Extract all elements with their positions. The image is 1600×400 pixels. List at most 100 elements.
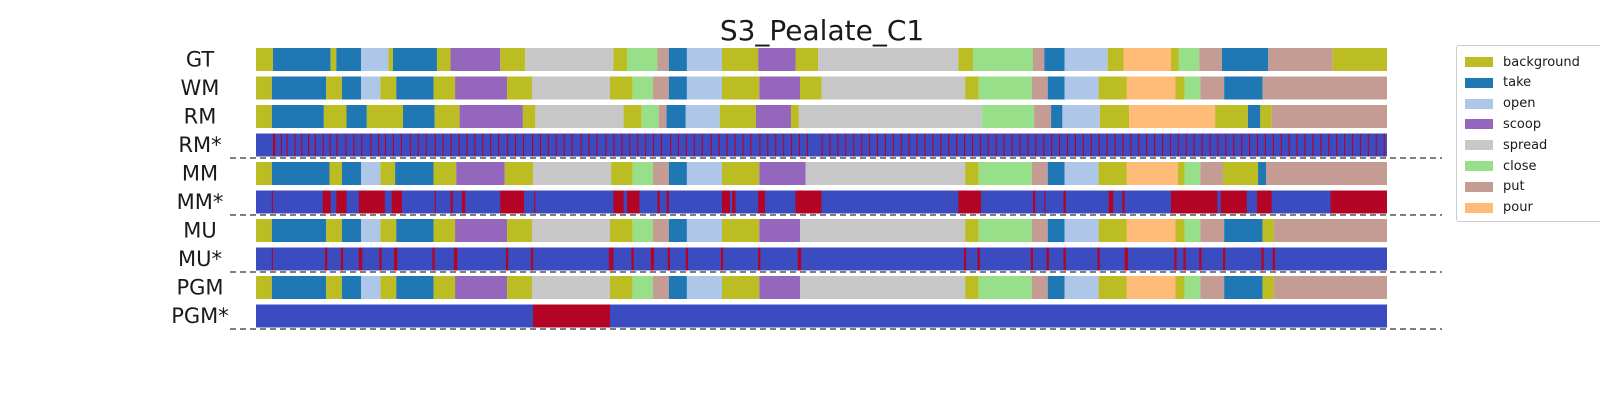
error-segment: [539, 133, 542, 157]
segment-pour: [1129, 105, 1216, 128]
error-segment: [391, 190, 402, 214]
error-segment: [1328, 133, 1330, 157]
error-segment: [358, 190, 385, 214]
error-segment: [450, 133, 452, 157]
error-segment: [442, 133, 444, 157]
error-segment: [1272, 133, 1274, 157]
error-segment: [530, 247, 534, 271]
row-rm-star: RM*: [178, 133, 1442, 159]
error-segment: [884, 133, 886, 157]
error-segment: [1185, 133, 1187, 157]
segment-scoop: [759, 219, 801, 242]
error-segment: [908, 133, 910, 157]
segment-put: [1032, 48, 1045, 71]
segment-background: [433, 76, 456, 100]
error-segment: [977, 247, 980, 271]
error-segment: [1146, 133, 1148, 157]
error-segment: [378, 133, 380, 157]
error-segment: [631, 247, 634, 271]
segment-close: [973, 48, 1033, 71]
error-segment: [932, 133, 934, 157]
segment-background: [380, 219, 397, 242]
segment-background: [256, 105, 272, 128]
segment-background: [256, 76, 272, 100]
error-segment: [1312, 133, 1314, 157]
segment-background: [326, 276, 342, 299]
error-segment: [271, 190, 273, 214]
segment-open: [1064, 219, 1099, 242]
segment-put: [652, 76, 669, 100]
segment-close: [632, 76, 653, 100]
row-mm-star: MM*: [177, 190, 1442, 216]
legend-label: spread: [1503, 137, 1548, 153]
error-segment: [645, 133, 647, 157]
error-segment: [869, 133, 871, 157]
legend-swatch: [1465, 98, 1493, 109]
error-segment: [1106, 133, 1108, 157]
legend-item-background: background: [1465, 53, 1580, 71]
segment-put: [1034, 105, 1052, 128]
error-segment: [900, 133, 902, 157]
segment-open: [1064, 48, 1108, 71]
segment-take: [403, 105, 435, 128]
legend-label: pour: [1503, 200, 1533, 216]
error-segment: [837, 133, 839, 157]
error-segment: [758, 247, 761, 271]
error-segment: [1011, 133, 1013, 157]
segment-open: [1064, 276, 1099, 299]
error-segment: [1296, 133, 1298, 157]
error-segment: [301, 133, 303, 157]
segment-close: [1184, 162, 1201, 185]
segment-background: [366, 105, 404, 128]
error-segment: [409, 133, 411, 157]
error-segment: [652, 133, 655, 157]
segment-spread: [800, 276, 966, 299]
segment-background: [958, 48, 974, 71]
segment-background: [256, 48, 273, 71]
error-segment: [1336, 133, 1338, 157]
segment-background: [500, 48, 526, 71]
segment-background: [433, 219, 456, 242]
error-segment: [750, 133, 752, 157]
error-segment: [1098, 133, 1100, 157]
segment-background: [965, 276, 979, 299]
error-segment: [1220, 190, 1247, 214]
segment-background: [1170, 48, 1179, 71]
legend-swatch: [1465, 202, 1493, 213]
error-segment: [629, 133, 631, 157]
error-segment: [1161, 133, 1164, 157]
error-segment: [534, 190, 536, 214]
error-segment: [1063, 190, 1066, 214]
segment-take: [396, 76, 434, 100]
error-segment: [1330, 190, 1333, 214]
error-segment: [720, 247, 724, 271]
segment-background: [256, 162, 272, 185]
error-segment: [280, 133, 283, 157]
error-segment: [417, 133, 419, 157]
error-segment: [294, 133, 296, 157]
error-segment: [1209, 133, 1211, 157]
segment-background: [504, 162, 534, 185]
segment-background: [1098, 76, 1127, 100]
segment-scoop: [450, 48, 501, 71]
error-segment: [379, 247, 382, 271]
segment-spread: [818, 48, 959, 71]
segment-take: [396, 276, 434, 299]
segment-take: [1047, 162, 1065, 185]
segment-spread: [525, 48, 614, 71]
legend: background take open scoop spread close put pou…: [1456, 45, 1600, 222]
error-segment: [1097, 247, 1100, 271]
segment-background: [1215, 105, 1248, 128]
error-segment: [507, 133, 509, 157]
legend-item-put: put: [1465, 178, 1525, 196]
segment-background: [1262, 219, 1274, 242]
error-segment: [425, 133, 427, 157]
segment-take: [668, 76, 687, 100]
legend-swatch: [1465, 57, 1493, 67]
error-segment: [1114, 133, 1116, 157]
legend-label: close: [1503, 158, 1537, 174]
error-segment: [795, 190, 822, 214]
error-segment: [685, 133, 687, 157]
segment-take: [1221, 48, 1269, 71]
